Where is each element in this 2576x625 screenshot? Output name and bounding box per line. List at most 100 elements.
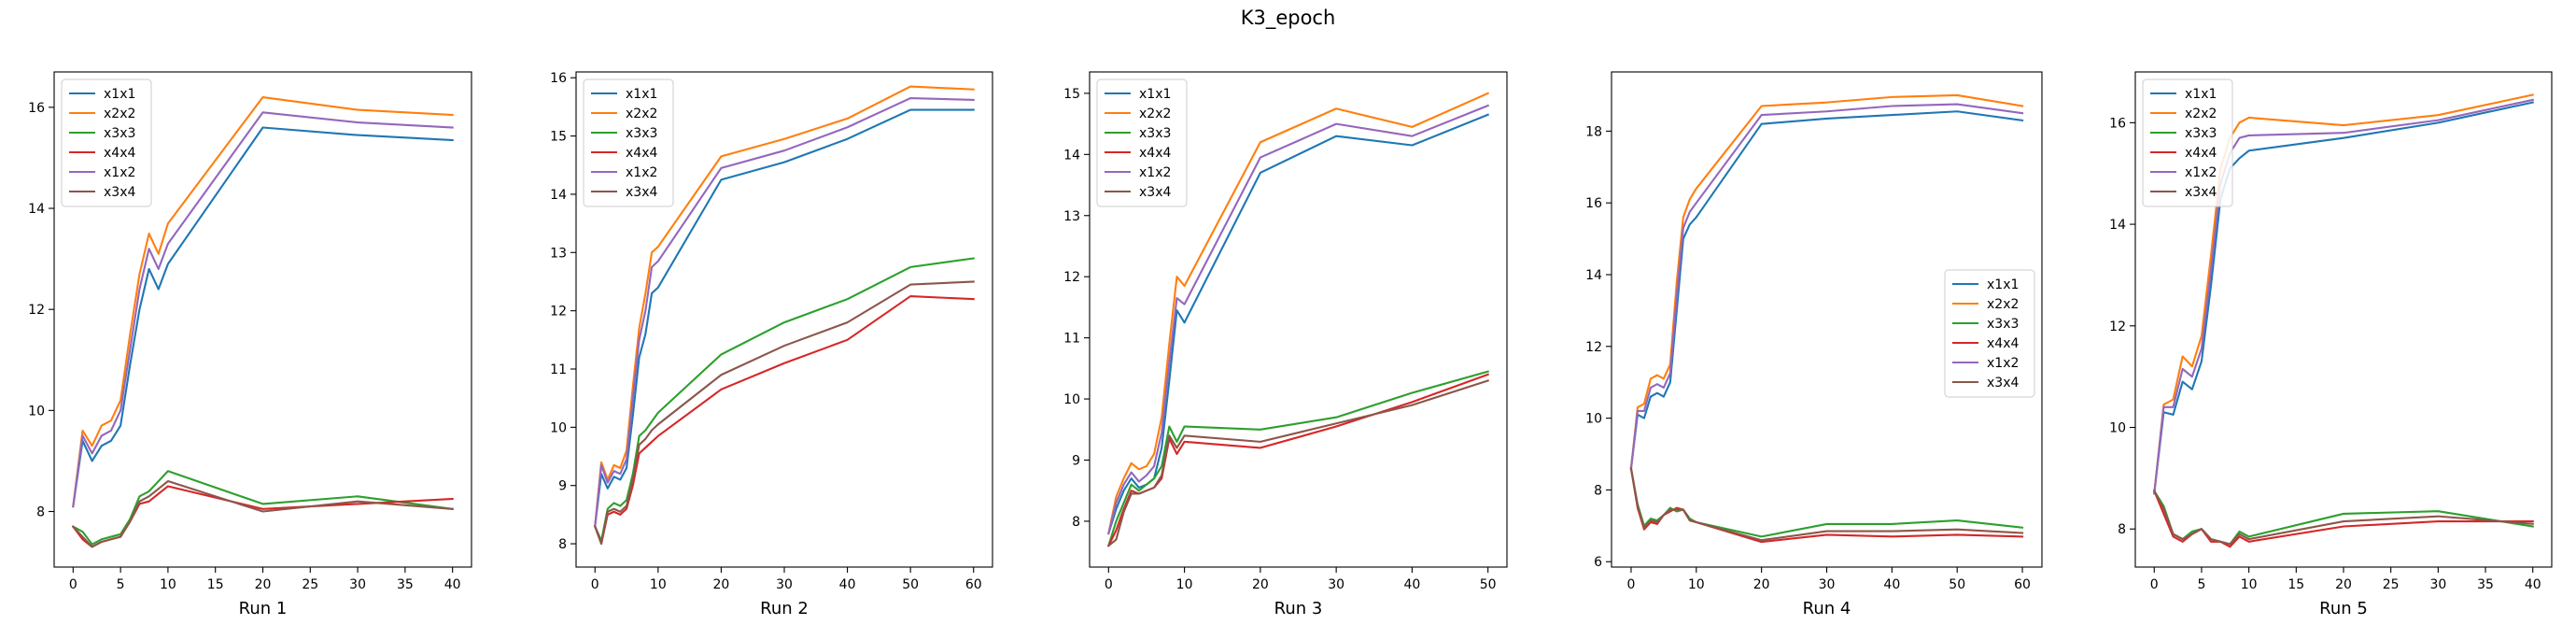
y-tick-label: 12: [550, 305, 567, 320]
y-tick-label: 8: [1594, 483, 1602, 498]
y-tick-label: 12: [1063, 270, 1080, 285]
y-tick-label: 15: [1063, 87, 1080, 102]
x-tick-label: 50: [1480, 577, 1497, 592]
legend-label-x1x2: x1x2: [104, 165, 135, 180]
legend-label-x1x2: x1x2: [1139, 165, 1171, 180]
legend-label-x1x1: x1x1: [2185, 87, 2217, 102]
y-tick-label: 10: [1063, 392, 1080, 407]
y-tick-label: 10: [550, 420, 567, 435]
y-tick-label: 11: [550, 362, 567, 377]
x-tick-label: 40: [1403, 577, 1420, 592]
x-tick-label: 30: [2429, 577, 2446, 592]
x-tick-label: 40: [1883, 577, 1900, 592]
legend-label-x3x4: x3x4: [1987, 376, 2019, 391]
series-line-x3x3: [593, 257, 975, 542]
legend-label-x3x4: x3x4: [2185, 185, 2217, 200]
y-tick-label: 13: [550, 246, 567, 261]
series-lines: [1629, 93, 2024, 544]
series-line-x2x2: [1107, 92, 1490, 535]
legend-label-x2x2: x2x2: [1139, 107, 1171, 121]
series-line-x1x1: [1107, 113, 1490, 535]
legend: x1x1 x2x2 x3x3 x4x4 x1x2 x3x4: [1096, 78, 1188, 207]
legend-label-x4x4: x4x4: [1139, 146, 1171, 161]
y-tick-label: 8: [558, 537, 567, 552]
series-line-x4x4: [2152, 490, 2534, 548]
x-tick-label: 5: [117, 577, 125, 592]
y-tick-label: 16: [2109, 116, 2126, 131]
series-line-x4x4: [1106, 373, 1490, 547]
x-tick-label: 40: [2525, 577, 2541, 592]
chart-panel-2: 0 10 20 30 40 50 60 8 9 10 11 12 13 14 15 16 Run 2 x1x1 x2…: [550, 71, 993, 618]
x-tick-label: 0: [591, 577, 599, 592]
y-tick-label: 14: [550, 188, 567, 203]
series-line-x1x2: [1107, 104, 1490, 535]
series-lines: [593, 85, 975, 546]
series-line-x2x2: [594, 85, 975, 528]
x-tick-label: 10: [1688, 577, 1705, 592]
y-tick-label: 14: [1063, 148, 1080, 163]
x-tick-label: 50: [902, 577, 919, 592]
y-tick-label: 15: [550, 130, 567, 145]
legend-label-x1x1: x1x1: [1139, 87, 1171, 102]
x-tick-label: 60: [965, 577, 982, 592]
y-tick-label: 8: [2118, 522, 2126, 537]
x-tick-label: 35: [2477, 577, 2494, 592]
x-tick-label: 10: [1176, 577, 1193, 592]
series-line-x1x2: [1629, 103, 2024, 470]
series-line-x1x1: [72, 126, 454, 508]
x-tick-label: 20: [1252, 577, 1269, 592]
x-tick-label: 25: [2383, 577, 2400, 592]
y-tick-label: 14: [28, 202, 45, 217]
series-line-x1x2: [594, 97, 975, 528]
x-axis-label: Run 3: [1274, 599, 1323, 618]
x-tick-label: 0: [1105, 577, 1113, 592]
legend-box: [1944, 269, 2035, 398]
x-tick-label: 30: [349, 577, 366, 592]
x-axis-label: Run 5: [2319, 599, 2368, 618]
legend-box: [1096, 78, 1188, 207]
x-axis-label: Run 2: [760, 599, 809, 618]
y-tick-label: 12: [2109, 320, 2126, 334]
y-tick-label: 10: [1585, 412, 1602, 427]
legend-label-x3x4: x3x4: [1139, 185, 1171, 200]
legend-label-x4x4: x4x4: [104, 146, 135, 161]
legend-label-x4x4: x4x4: [1987, 336, 2019, 351]
x-tick-label: 10: [2241, 577, 2258, 592]
y-tick-label: 18: [1585, 124, 1602, 139]
legend: x1x1 x2x2 x3x3 x4x4 x1x2 x3x4: [583, 78, 674, 207]
legend-label-x4x4: x4x4: [626, 146, 657, 161]
series-line-x1x2: [2153, 98, 2534, 495]
y-tick-label: 14: [1585, 268, 1602, 283]
x-tick-label: 0: [69, 577, 77, 592]
series-line-x1x1: [2153, 101, 2534, 495]
x-tick-label: 50: [1949, 577, 1965, 592]
x-tick-label: 30: [1819, 577, 1836, 592]
x-tick-label: 0: [1626, 577, 1635, 592]
x-tick-label: 30: [776, 577, 793, 592]
x-tick-label: 0: [2150, 577, 2159, 592]
legend-label-x2x2: x2x2: [626, 107, 657, 121]
series-line-x3x4: [2152, 490, 2534, 546]
legend-label-x2x2: x2x2: [2185, 107, 2217, 121]
legend: x1x1 x2x2 x3x3 x4x4 x1x2 x3x4: [1944, 269, 2035, 398]
y-tick-label: 14: [2109, 218, 2126, 233]
series-line-x3x3: [1107, 370, 1489, 547]
series-lines: [2152, 93, 2534, 548]
legend-label-x1x2: x1x2: [2185, 165, 2217, 180]
y-tick-label: 9: [558, 479, 567, 494]
x-tick-label: 20: [255, 577, 272, 592]
y-tick-label: 11: [1063, 332, 1080, 347]
chart-panel-4: 0 10 20 30 40 50 60 6 8 10 12 14 16 18 Run 4 x1x1 x2x2 x3…: [1585, 71, 2043, 618]
legend-label-x1x2: x1x2: [1987, 356, 2019, 371]
x-tick-label: 60: [2014, 577, 2031, 592]
series-line-x3x4: [71, 480, 454, 548]
y-tick-label: 8: [36, 505, 45, 520]
legend-label-x3x4: x3x4: [626, 185, 657, 200]
series-line-x1x2: [72, 111, 454, 508]
y-tick-label: 10: [2109, 421, 2126, 436]
y-tick-label: 8: [1072, 515, 1080, 530]
legend: x1x1 x2x2 x3x3 x4x4 x1x2 x3x4: [2142, 78, 2233, 207]
x-tick-label: 40: [444, 577, 461, 592]
